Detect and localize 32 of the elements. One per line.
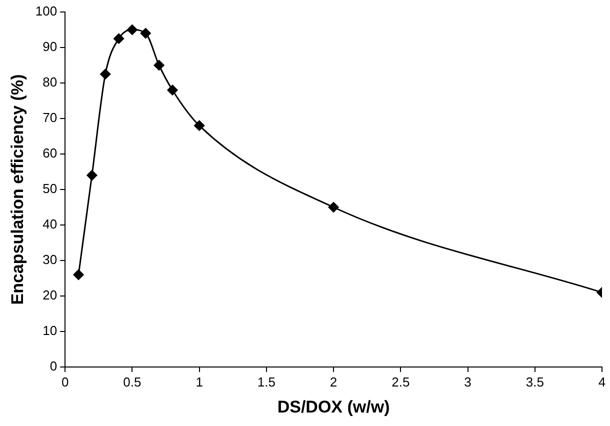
point (154, 60, 164, 70)
x-tick-label: 2.5 (392, 374, 410, 390)
y-tick-label: 80 (42, 74, 58, 90)
x-tick-label: 3 (464, 374, 472, 390)
x-tick-label: 1 (196, 374, 203, 390)
y-axis-title: Encapsulation efficiency (%) (8, 74, 27, 305)
point (100, 68, 111, 80)
point (167, 84, 178, 96)
y-tick-label: 70 (42, 110, 58, 126)
y-tick-label: 10 (42, 323, 58, 338)
x-tick-label: 2 (330, 374, 338, 390)
y-tick-label: 100 (35, 4, 58, 19)
point (73, 269, 84, 280)
point (328, 202, 339, 212)
x-tick-label: 0 (61, 374, 69, 390)
y-tick-label: 40 (42, 216, 58, 232)
y-tick-label: 30 (42, 252, 58, 268)
y-tick-label: 20 (42, 288, 58, 303)
x-tick-label: 3.5 (526, 374, 544, 390)
x-axis-title: DS/DOX (w/w) (277, 397, 390, 416)
point (126, 24, 138, 35)
y-tick-label: 60 (42, 146, 58, 161)
x-tick-label: 0.5 (123, 374, 142, 390)
point (114, 33, 124, 44)
point (86, 170, 98, 181)
y-tick-label: 50 (42, 181, 58, 196)
point (194, 120, 205, 131)
y-tick-label: 0 (50, 358, 58, 374)
x-tick-label: 4 (598, 374, 606, 390)
x-tick-label: 1.5 (257, 374, 276, 390)
y-tick-label: 90 (42, 39, 58, 54)
point (140, 28, 151, 39)
